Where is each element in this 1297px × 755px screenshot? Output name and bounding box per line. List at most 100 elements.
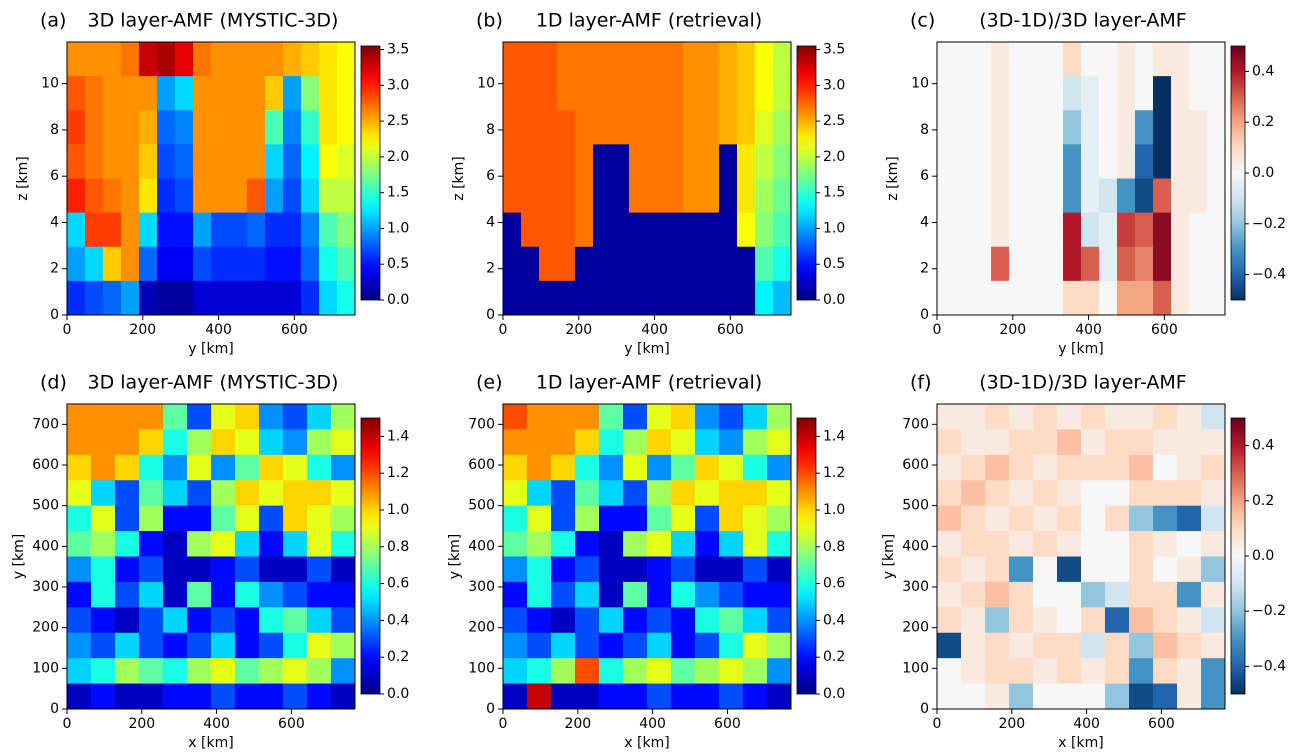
heatmap-cell	[1057, 480, 1082, 507]
heatmap-cell	[301, 76, 320, 111]
heatmap-cell	[1153, 505, 1178, 532]
heatmap-cell	[985, 480, 1010, 507]
heatmap-cell	[157, 144, 176, 179]
y-tick-label: 300	[468, 579, 495, 595]
heatmap-cell	[773, 246, 792, 282]
x-axis-label: x [km]	[188, 735, 233, 751]
y-tick-label: 400	[32, 538, 59, 554]
heatmap-cell	[1129, 429, 1154, 456]
heatmap-cell	[985, 505, 1010, 532]
heatmap-cell	[593, 246, 612, 282]
heatmap-cell	[991, 110, 1010, 145]
heatmap-cell	[1009, 658, 1034, 684]
heatmap-cell	[1009, 110, 1028, 145]
heatmap-cell	[67, 212, 86, 248]
heatmap-cell	[337, 110, 356, 145]
heatmap-cell	[575, 144, 594, 179]
colorbar-tick-label: 3.0	[823, 77, 845, 93]
heatmap-cell	[1153, 246, 1172, 282]
heatmap-cell	[247, 42, 266, 77]
heatmap-cell	[187, 505, 212, 532]
heatmap-cell	[1027, 178, 1046, 214]
heatmap-cell	[211, 280, 230, 316]
heatmap-cell	[961, 556, 986, 583]
heatmap-cell	[955, 110, 974, 145]
heatmap-cell	[937, 607, 962, 634]
heatmap-cell	[719, 144, 738, 179]
y-tick-label: 600	[902, 457, 929, 473]
colorbar-tick-label: 0.2	[1252, 493, 1274, 509]
heatmap-cell	[283, 144, 302, 179]
heatmap-cell	[623, 556, 648, 583]
heatmap-cell	[599, 429, 624, 456]
heatmap-cell	[1117, 178, 1136, 214]
heatmap-cell	[115, 581, 140, 608]
heatmap-cell	[187, 632, 212, 659]
heatmap-cell	[265, 178, 284, 214]
heatmap-cell	[337, 212, 356, 248]
heatmap-cell	[719, 246, 738, 282]
heatmap-cell	[701, 246, 720, 282]
heatmap-cell	[283, 280, 302, 316]
heatmap-cell	[599, 683, 624, 710]
heatmap-cell	[937, 556, 962, 583]
heatmap-cell	[1057, 454, 1082, 481]
heatmap-cell	[521, 110, 540, 145]
heatmap-cell	[719, 556, 744, 583]
heatmap-cell	[503, 531, 528, 557]
heatmap-cell	[551, 607, 576, 634]
heatmap-cell	[211, 683, 236, 710]
heatmap-cell	[1081, 280, 1100, 316]
heatmap-cell	[937, 42, 956, 77]
heatmap-cell	[1135, 110, 1154, 145]
x-axis-label: y [km]	[188, 341, 233, 357]
y-tick-label: 500	[468, 498, 495, 514]
panel-title: (3D-1D)/3D layer-AMF	[979, 372, 1187, 394]
heatmap-cell	[527, 581, 552, 608]
heatmap-cell	[91, 429, 116, 456]
heatmap-cell	[319, 280, 338, 316]
y-tick-label: 10	[477, 76, 495, 92]
x-tick-label: 600	[717, 322, 744, 338]
heatmap-cell	[1153, 658, 1178, 684]
heatmap-cell	[1207, 246, 1226, 282]
heatmap-cell	[695, 404, 720, 430]
colorbar-tick-label: 2.5	[823, 113, 845, 129]
heatmap-cell	[1189, 280, 1208, 316]
heatmap-cell	[283, 178, 302, 214]
heatmap-cell	[1135, 280, 1154, 316]
heatmap-cell	[1009, 76, 1028, 111]
heatmap-cell	[961, 632, 986, 659]
heatmap-cell	[283, 429, 308, 456]
heatmap-cell	[575, 280, 594, 316]
heatmap-cell	[767, 505, 792, 532]
heatmap-cell	[175, 246, 194, 282]
heatmap-cell	[1105, 505, 1130, 532]
heatmap-cell	[163, 480, 188, 507]
heatmap-cell	[773, 280, 792, 316]
heatmap-cell	[767, 480, 792, 507]
heatmap-cell	[163, 404, 188, 430]
heatmap-cell	[163, 658, 188, 684]
heatmap-cell	[307, 531, 332, 557]
heatmap-cell	[211, 404, 236, 430]
heatmap-cell	[283, 607, 308, 634]
heatmap-cell	[175, 212, 194, 248]
heatmap-cell	[163, 505, 188, 532]
axes-frame	[502, 403, 792, 710]
x-tick-label: 200	[128, 716, 155, 732]
axes-frame	[936, 403, 1226, 710]
heatmap-cell	[551, 454, 576, 481]
y-tick-label: 6	[920, 168, 929, 184]
heatmap-cell	[139, 246, 158, 282]
heatmap-cell	[695, 581, 720, 608]
heatmap-cell	[265, 280, 284, 316]
heatmap-cell	[1045, 178, 1064, 214]
heatmap-cell	[1105, 531, 1130, 557]
heatmap-cell	[301, 178, 320, 214]
heatmap-cell	[623, 607, 648, 634]
heatmap-cell	[301, 280, 320, 316]
heatmap-cell	[1171, 178, 1190, 214]
panel-title: (3D-1D)/3D layer-AMF	[979, 10, 1187, 32]
heatmap-cell	[961, 480, 986, 507]
